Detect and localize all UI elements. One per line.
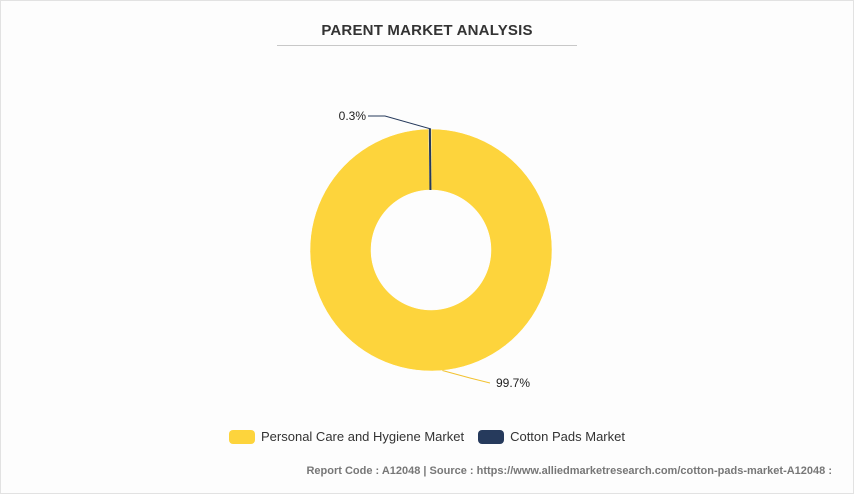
chart-legend: Personal Care and Hygiene Market Cotton … <box>0 429 854 444</box>
legend-swatch-cotton-pads <box>478 429 505 444</box>
donut-slice-cotton-pads-edge <box>428 128 432 191</box>
legend-swatch-personal-care <box>229 429 256 444</box>
legend-label-cotton-pads: Cotton Pads Market <box>510 429 625 444</box>
leader-line-cotton-pads <box>368 115 432 130</box>
chart-title: PARENT MARKET ANALYSIS <box>321 22 533 39</box>
title-underline <box>277 45 577 46</box>
legend-label-personal-care: Personal Care and Hygiene Market <box>261 429 465 444</box>
legend-item-cotton-pads[interactable]: Cotton Pads Market <box>478 429 625 444</box>
data-label-cotton-pads: 0.3% <box>339 109 367 123</box>
data-label-personal-care: 99.7% <box>496 376 530 390</box>
leader-line-personal-care <box>442 369 491 384</box>
report-source-footer: Report Code : A12048 | Source : https://… <box>306 465 832 477</box>
legend-item-personal-care[interactable]: Personal Care and Hygiene Market <box>229 429 464 444</box>
donut-slice-personal-care[interactable] <box>309 128 553 372</box>
